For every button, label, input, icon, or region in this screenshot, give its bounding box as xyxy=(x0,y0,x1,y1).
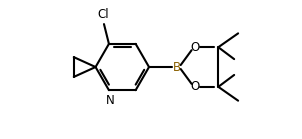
Text: B: B xyxy=(173,60,181,74)
Text: N: N xyxy=(105,94,114,107)
Text: O: O xyxy=(190,41,199,54)
Text: O: O xyxy=(190,80,199,93)
Text: Cl: Cl xyxy=(97,8,109,21)
